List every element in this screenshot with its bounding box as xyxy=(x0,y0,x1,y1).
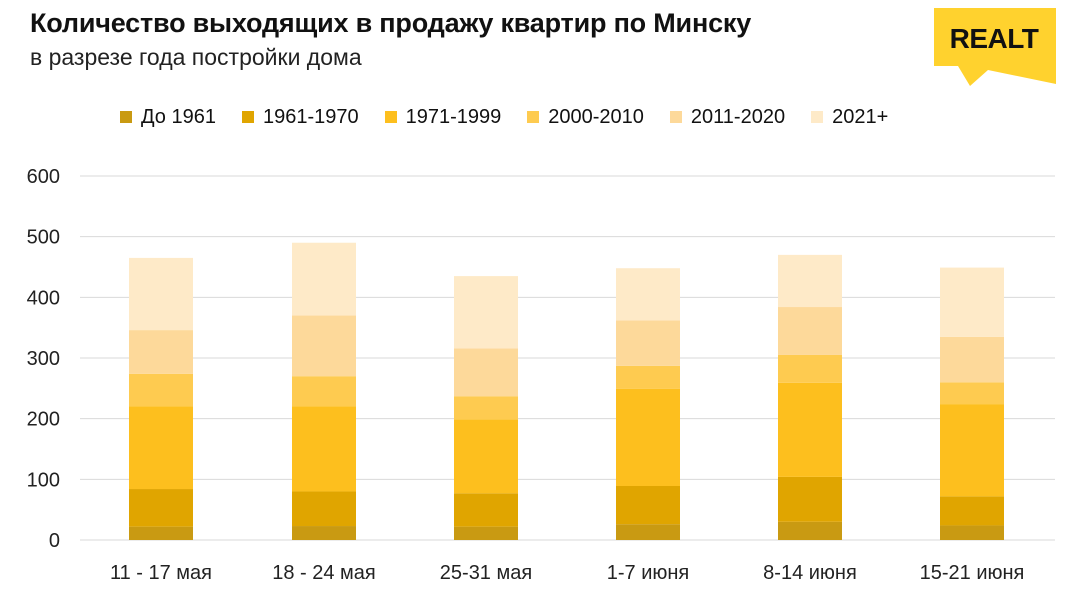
legend-item: 1971-1999 xyxy=(384,105,502,129)
legend-item: 2011-2020 xyxy=(669,105,786,129)
axis-layer: 0 100 200 300 400 500 600 11 - 17 мая 18 - 24 ма… xyxy=(27,166,1025,584)
legend-item: 2000-2010 xyxy=(527,106,644,129)
bar-segment xyxy=(940,382,1004,405)
bar-segment xyxy=(778,354,842,383)
legend-label: 2011-2020 xyxy=(690,105,786,128)
legend-swatch xyxy=(811,111,824,123)
bar-segment xyxy=(292,376,356,407)
x-category-label: 8-14 июня xyxy=(763,562,857,584)
bar-segment xyxy=(454,526,518,540)
bar-segment xyxy=(940,525,1004,540)
y-tick-label: 0 xyxy=(49,530,60,552)
legend-label: 2000-2010 xyxy=(548,105,644,128)
bar-segment xyxy=(129,257,193,331)
bar-segment xyxy=(940,336,1004,383)
bar-segment xyxy=(292,526,356,540)
bar-segment xyxy=(292,242,356,316)
bar-segment xyxy=(129,373,193,407)
legend-swatch xyxy=(120,111,132,123)
x-category-label: 15-21 июня xyxy=(920,562,1025,584)
logo-background xyxy=(934,8,1056,86)
bar-segment xyxy=(454,276,518,349)
y-tick-label: 600 xyxy=(27,166,60,188)
legend-item: 2021+ xyxy=(811,106,888,129)
bar-segment xyxy=(940,496,1004,526)
bars-layer xyxy=(129,242,1004,540)
bar-segment xyxy=(778,307,842,355)
bar-segment xyxy=(129,406,193,490)
bar-segment xyxy=(454,419,518,494)
legend-label: 1971-1999 xyxy=(405,105,502,128)
bar-segment xyxy=(778,476,842,522)
legend-item: До 1961 xyxy=(120,106,216,129)
bar-segment xyxy=(292,315,356,377)
legend-swatch xyxy=(241,111,254,123)
legend: До 1961 1961-1970 1971-1999 2000-2010 2011-2… xyxy=(120,104,914,130)
bar-segment xyxy=(454,396,518,420)
bar-segment xyxy=(616,388,680,487)
grid-layer xyxy=(80,175,1055,541)
bar-segment xyxy=(940,404,1004,497)
bar-segment xyxy=(616,486,680,525)
bar-segment xyxy=(778,254,842,308)
bar-segment xyxy=(454,348,518,397)
y-tick-label: 100 xyxy=(27,469,60,491)
bar-segment xyxy=(616,268,680,321)
x-category-label: 11 - 17 мая xyxy=(110,562,212,584)
realt-logo: REALT xyxy=(934,8,1056,86)
bar-segment xyxy=(129,330,193,374)
legend-swatch xyxy=(669,111,682,123)
legend-label: 2021+ xyxy=(832,105,889,128)
bar-segment xyxy=(129,489,193,527)
bar-segment xyxy=(292,491,356,527)
bar-segment xyxy=(778,382,842,477)
legend-label: 1961-1970 xyxy=(262,105,359,128)
bar-segment xyxy=(616,320,680,366)
bar-segment xyxy=(778,521,842,540)
y-tick-label: 500 xyxy=(27,227,60,249)
y-tick-label: 200 xyxy=(27,409,60,431)
x-category-label: 25-31 мая xyxy=(440,562,532,584)
legend-swatch xyxy=(527,111,540,123)
x-category-label: 18 - 24 мая xyxy=(272,562,376,584)
bar-segment xyxy=(454,493,518,527)
bar-segment xyxy=(616,524,680,540)
bar-segment xyxy=(616,365,680,389)
bar-segment xyxy=(129,526,193,540)
logo-text: REALT xyxy=(950,23,1039,54)
chart-title: Количество выходящих в продажу квартир п… xyxy=(30,8,752,38)
chart-subtitle: в разрезе года постройки дома xyxy=(30,44,362,70)
x-category-label: 1-7 июня xyxy=(607,562,690,584)
legend-label: До 1961 xyxy=(141,105,216,128)
bar-segment xyxy=(940,267,1004,337)
legend-swatch xyxy=(384,111,397,123)
y-tick-label: 300 xyxy=(27,348,60,370)
legend-item: 1961-1970 xyxy=(241,105,359,129)
y-tick-label: 400 xyxy=(27,287,60,309)
bar-segment xyxy=(292,406,356,492)
